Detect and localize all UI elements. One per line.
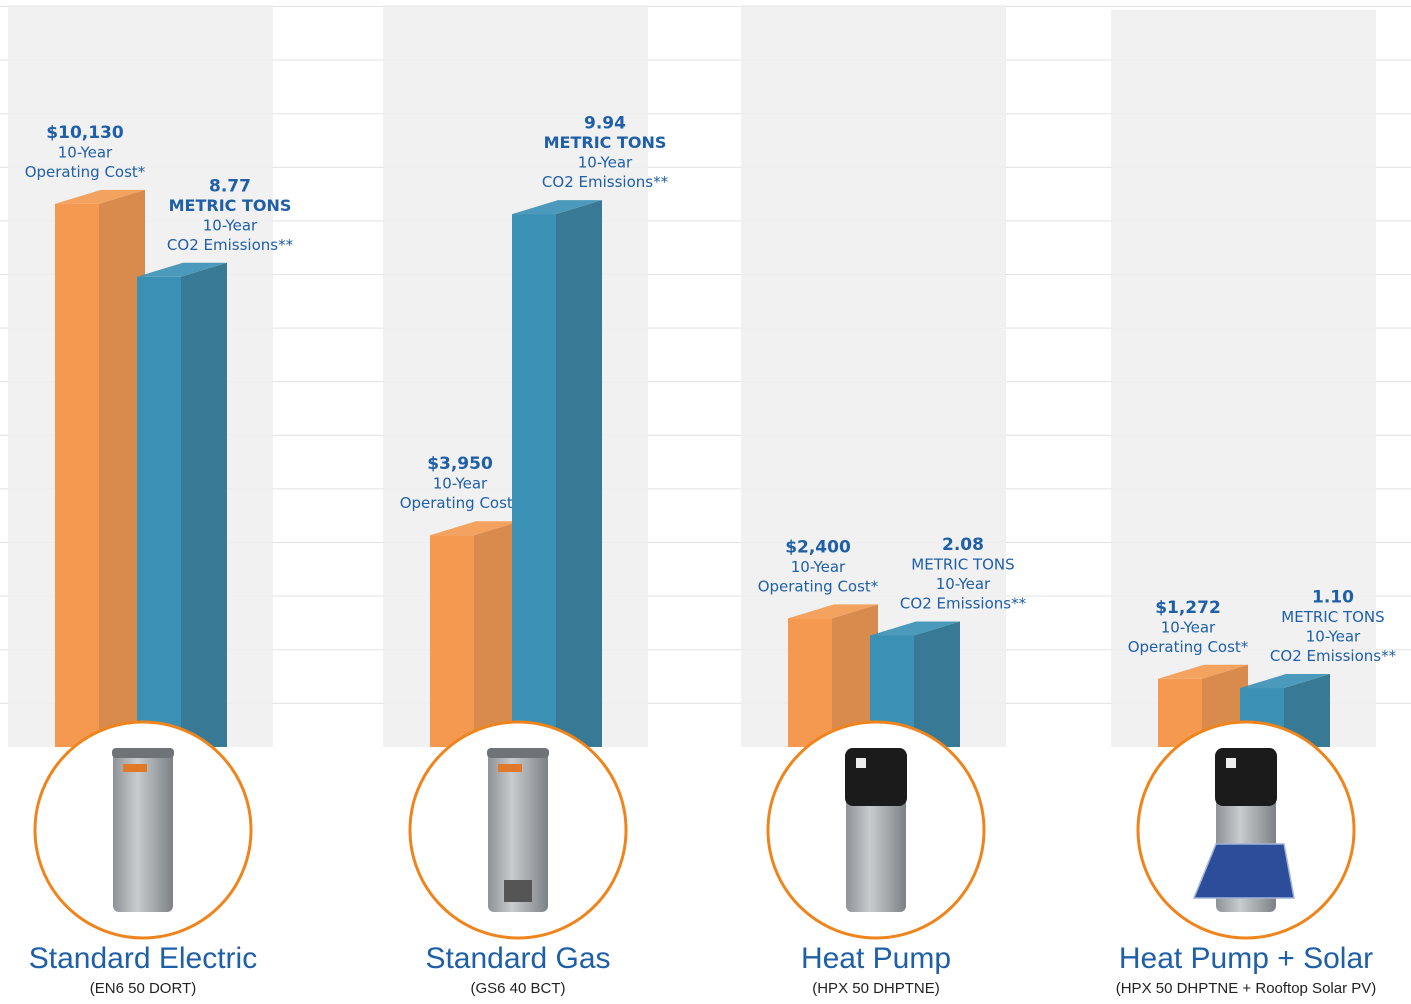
heater-label bbox=[123, 764, 147, 772]
value-label: $1,272 bbox=[1155, 598, 1221, 618]
gas-valve bbox=[504, 880, 532, 902]
label-line: 10-Year bbox=[1161, 618, 1216, 636]
label-line: CO2 Emissions** bbox=[167, 236, 294, 254]
label-line: METRIC TONS bbox=[544, 133, 667, 152]
heater-display bbox=[1226, 758, 1236, 768]
bar-top bbox=[137, 262, 227, 277]
category-label: Heat Pump bbox=[801, 942, 951, 975]
label-line: Operating Cost* bbox=[400, 494, 521, 512]
bar-top bbox=[788, 604, 878, 619]
bar-top bbox=[870, 621, 960, 636]
solar-panel bbox=[1192, 843, 1295, 899]
bar-side bbox=[556, 200, 602, 747]
bar-front bbox=[55, 203, 99, 747]
heater-body bbox=[113, 748, 173, 912]
bar-top bbox=[1158, 664, 1248, 679]
bar-side bbox=[99, 189, 145, 747]
label-line: METRIC TONS bbox=[911, 555, 1014, 573]
value-label: $2,400 bbox=[785, 537, 851, 557]
label-line: 10-Year bbox=[578, 154, 633, 172]
label-line: Operating Cost* bbox=[25, 163, 146, 181]
model-label: (GS6 40 BCT) bbox=[470, 980, 565, 997]
label-line: Operating Cost* bbox=[758, 577, 879, 595]
heater-top bbox=[845, 748, 907, 806]
bar-top bbox=[430, 521, 520, 536]
heater-display bbox=[856, 758, 866, 768]
heater-cap bbox=[112, 748, 174, 758]
bar-front bbox=[430, 535, 474, 747]
bar-front bbox=[137, 276, 181, 747]
model-label: (HPX 50 DHPTNE) bbox=[812, 980, 940, 997]
label-line: 10-Year bbox=[936, 575, 991, 593]
category-label: Standard Gas bbox=[425, 942, 610, 975]
bar-top bbox=[1240, 674, 1330, 689]
label-line: 10-Year bbox=[433, 475, 488, 493]
bar-top bbox=[55, 189, 145, 204]
bar-side bbox=[832, 604, 878, 747]
bar-side bbox=[474, 521, 520, 747]
value-label: 1.10 bbox=[1312, 588, 1354, 608]
model-label: (EN6 50 DORT) bbox=[90, 980, 196, 997]
category-label: Heat Pump + Solar bbox=[1119, 942, 1373, 975]
category-label: Standard Electric bbox=[29, 942, 257, 975]
value-label: $10,130 bbox=[46, 123, 124, 143]
value-label: 2.08 bbox=[942, 535, 984, 555]
bar-side bbox=[1284, 674, 1330, 747]
label-line: 10-Year bbox=[58, 143, 113, 161]
label-line: 10-Year bbox=[791, 558, 846, 576]
model-label: (HPX 50 DHPTNE + Rooftop Solar PV) bbox=[1116, 980, 1377, 997]
heater-cap bbox=[487, 748, 549, 758]
label-line: CO2 Emissions** bbox=[1270, 647, 1397, 665]
panel bbox=[1111, 10, 1376, 747]
bar-side bbox=[914, 621, 960, 747]
label-line: 10-Year bbox=[1306, 628, 1361, 646]
value-label: $3,950 bbox=[427, 454, 493, 474]
bar-front bbox=[512, 214, 556, 747]
label-line: METRIC TONS bbox=[169, 196, 292, 215]
label-line: Operating Cost* bbox=[1128, 638, 1249, 656]
label-line: CO2 Emissions** bbox=[900, 594, 1027, 612]
label-line: CO2 Emissions** bbox=[542, 173, 669, 191]
value-label: 9.94 bbox=[584, 114, 626, 134]
bar-front bbox=[788, 618, 832, 747]
heater-top bbox=[1215, 748, 1277, 806]
label-line: METRIC TONS bbox=[1281, 608, 1384, 626]
bar-top bbox=[512, 200, 602, 215]
heater-label bbox=[498, 764, 522, 772]
heater-body bbox=[488, 748, 548, 912]
label-line: 10-Year bbox=[203, 216, 258, 234]
value-label: 8.77 bbox=[209, 176, 251, 196]
bar-side bbox=[181, 262, 227, 747]
